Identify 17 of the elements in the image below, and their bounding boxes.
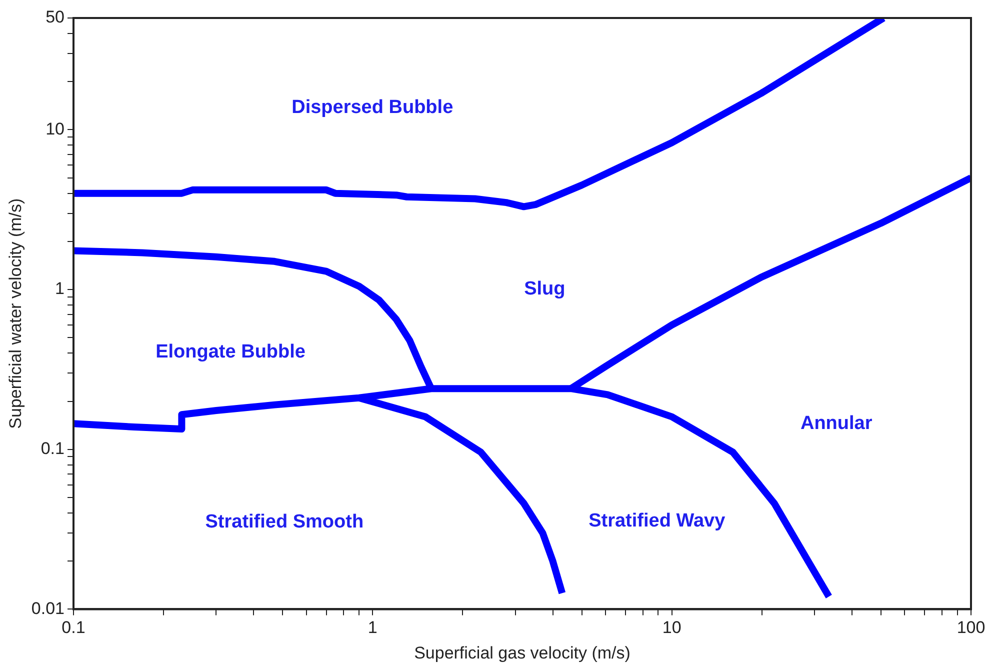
annotation: Elongate Bubble xyxy=(156,341,306,362)
annotation: Stratified Wavy xyxy=(588,510,726,532)
x-tick-label: 1 xyxy=(368,618,378,638)
annotation: Stratified Smooth xyxy=(205,512,364,533)
y-tick-label: 10 xyxy=(46,119,64,138)
y-tick-label: 1 xyxy=(55,279,64,298)
y-tick-label: 50 xyxy=(46,8,64,27)
x-tick-label: 100 xyxy=(956,618,986,638)
annotation: Annular xyxy=(800,412,873,434)
annotation: Slug xyxy=(524,278,566,300)
x-tick-label: 0.1 xyxy=(62,618,86,638)
y-tick-label: 0.01 xyxy=(31,598,64,618)
y-axis-title: Superficial water velocity (m/s) xyxy=(6,198,25,429)
x-tick-label: 10 xyxy=(662,618,682,638)
x-axis-title: Superficial gas velocity (m/s) xyxy=(414,643,630,662)
annotation: Dispersed Bubble xyxy=(292,97,454,118)
y-tick-label: 0.1 xyxy=(40,439,64,458)
